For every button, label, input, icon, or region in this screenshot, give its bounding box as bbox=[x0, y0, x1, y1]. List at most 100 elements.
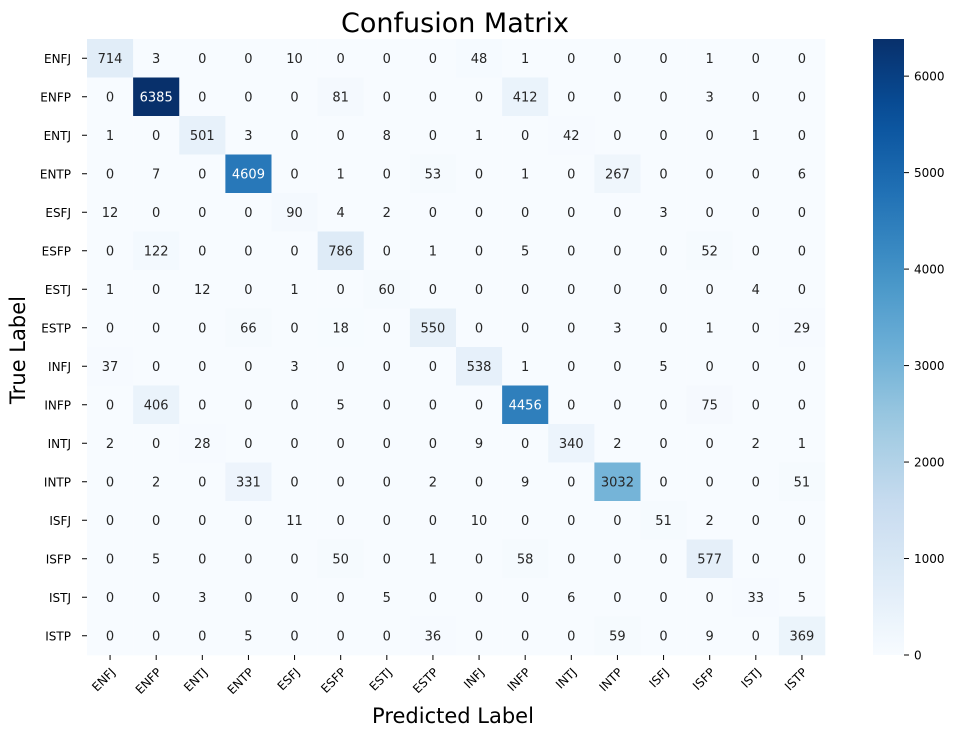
cell-value-label: 1 bbox=[521, 52, 529, 67]
cell-value-label: 0 bbox=[567, 360, 575, 375]
cell-value-label: 29 bbox=[794, 321, 811, 336]
cell-value-label: 0 bbox=[383, 514, 391, 529]
heatmap-cell bbox=[225, 77, 272, 117]
heatmap-cell bbox=[133, 116, 180, 155]
heatmap-cell bbox=[502, 77, 549, 117]
heatmap-cell bbox=[456, 39, 503, 78]
x-axis-tick-label: ISTP bbox=[782, 665, 810, 693]
heatmap-cell bbox=[317, 308, 365, 348]
colorbar-tick-label: 2000 bbox=[914, 456, 945, 470]
cell-value-label: 0 bbox=[659, 591, 667, 606]
heatmap-cell bbox=[317, 77, 365, 117]
x-axis-tick-label: ENFJ bbox=[89, 665, 118, 694]
cell-value-label: 48 bbox=[471, 52, 488, 67]
cell-value-label: 7 bbox=[152, 167, 160, 182]
heatmap-cell bbox=[271, 193, 318, 232]
cell-value-label: 1 bbox=[706, 52, 714, 67]
cell-value-label: 3 bbox=[198, 591, 206, 606]
heatmap-cell bbox=[456, 539, 503, 579]
cell-value-label: 2 bbox=[106, 437, 114, 452]
heatmap-cell bbox=[686, 77, 734, 117]
heatmap-cell bbox=[686, 308, 734, 348]
cell-value-label: 0 bbox=[475, 167, 483, 182]
cell-value-label: 0 bbox=[198, 629, 206, 644]
heatmap-cell bbox=[179, 77, 226, 117]
cell-value-label: 0 bbox=[429, 129, 437, 144]
heatmap-cell bbox=[732, 77, 780, 117]
cell-value-label: 0 bbox=[475, 629, 483, 644]
heatmap-cell bbox=[317, 424, 365, 463]
heatmap-cell bbox=[778, 193, 826, 232]
cell-value-label: 0 bbox=[475, 475, 483, 490]
cell-value-label: 0 bbox=[613, 90, 621, 105]
heatmap-cell bbox=[640, 347, 687, 386]
heatmap-cell bbox=[502, 501, 549, 540]
heatmap-cell bbox=[778, 116, 826, 155]
cell-value-label: 0 bbox=[290, 591, 298, 606]
heatmap-cell bbox=[409, 501, 457, 540]
heatmap-cell bbox=[317, 231, 365, 271]
heatmap-cell bbox=[225, 116, 272, 155]
x-axis: ENFJ ENFP ENTJ ENTP ESFJ ESFP ESTJ ESTP INFJ INFP… bbox=[89, 655, 810, 697]
cell-value-label: 0 bbox=[706, 360, 714, 375]
heatmap-cell bbox=[640, 231, 687, 271]
heatmap-cell bbox=[317, 462, 365, 502]
cell-value-label: 0 bbox=[706, 167, 714, 182]
heatmap-cell bbox=[502, 424, 549, 463]
cell-value-label: 577 bbox=[697, 552, 722, 567]
heatmap-cell bbox=[225, 193, 272, 232]
cell-value-label: 0 bbox=[429, 398, 437, 413]
heatmap-cell bbox=[456, 347, 503, 386]
cell-value-label: 90 bbox=[286, 206, 303, 221]
cell-value-label: 0 bbox=[706, 283, 714, 298]
cell-value-label: 0 bbox=[659, 244, 667, 259]
cell-value-label: 0 bbox=[383, 360, 391, 375]
heatmap-cell bbox=[686, 116, 734, 155]
cell-value-label: 0 bbox=[798, 514, 806, 529]
cell-value-label: 0 bbox=[198, 206, 206, 221]
cell-value-label: 0 bbox=[521, 437, 529, 452]
cell-value-label: 0 bbox=[567, 475, 575, 490]
heatmap-cell bbox=[363, 231, 411, 271]
cell-value-label: 0 bbox=[152, 283, 160, 298]
heatmap-cell bbox=[594, 616, 641, 656]
heatmap-cell bbox=[409, 231, 457, 271]
heatmap-cell bbox=[87, 578, 134, 617]
heatmap-cell bbox=[271, 616, 318, 656]
cell-value-label: 0 bbox=[475, 90, 483, 105]
cell-value-label: 51 bbox=[655, 514, 672, 529]
cell-value-label: 2 bbox=[152, 475, 160, 490]
cell-value-label: 0 bbox=[152, 206, 160, 221]
heatmap-cell bbox=[317, 193, 365, 232]
heatmap-cell bbox=[640, 77, 687, 117]
heatmap-cell bbox=[732, 539, 780, 579]
cell-value-label: 0 bbox=[521, 283, 529, 298]
heatmap-cell bbox=[548, 616, 595, 656]
cell-value-label: 1 bbox=[521, 167, 529, 182]
heatmap-cell bbox=[594, 39, 641, 78]
heatmap-cell bbox=[778, 231, 826, 271]
heatmap-cell bbox=[502, 385, 549, 425]
heatmap-cell bbox=[548, 154, 595, 194]
heatmap-cell bbox=[594, 116, 641, 155]
heatmap-cell bbox=[686, 193, 734, 232]
heatmap-cell bbox=[548, 578, 595, 617]
heatmap-cell bbox=[502, 193, 549, 232]
cell-value-label: 0 bbox=[752, 360, 760, 375]
cell-value-label: 0 bbox=[706, 591, 714, 606]
cell-value-label: 3 bbox=[244, 129, 252, 144]
cell-value-label: 0 bbox=[659, 283, 667, 298]
heatmap-cell bbox=[594, 578, 641, 617]
cell-value-label: 2 bbox=[752, 437, 760, 452]
heatmap-cell bbox=[179, 578, 226, 617]
heatmap-cell bbox=[548, 308, 595, 348]
heatmap-cell bbox=[778, 154, 826, 194]
heatmap-cell bbox=[317, 39, 365, 78]
y-axis-tick-label: ENTP bbox=[40, 167, 71, 181]
cell-value-label: 0 bbox=[290, 129, 298, 144]
cell-value-label: 0 bbox=[383, 552, 391, 567]
heatmap-cell bbox=[409, 385, 457, 425]
x-axis-tick-label: ISFP bbox=[690, 665, 718, 693]
heatmap-cell bbox=[594, 462, 641, 502]
heatmap-cell bbox=[271, 385, 318, 425]
